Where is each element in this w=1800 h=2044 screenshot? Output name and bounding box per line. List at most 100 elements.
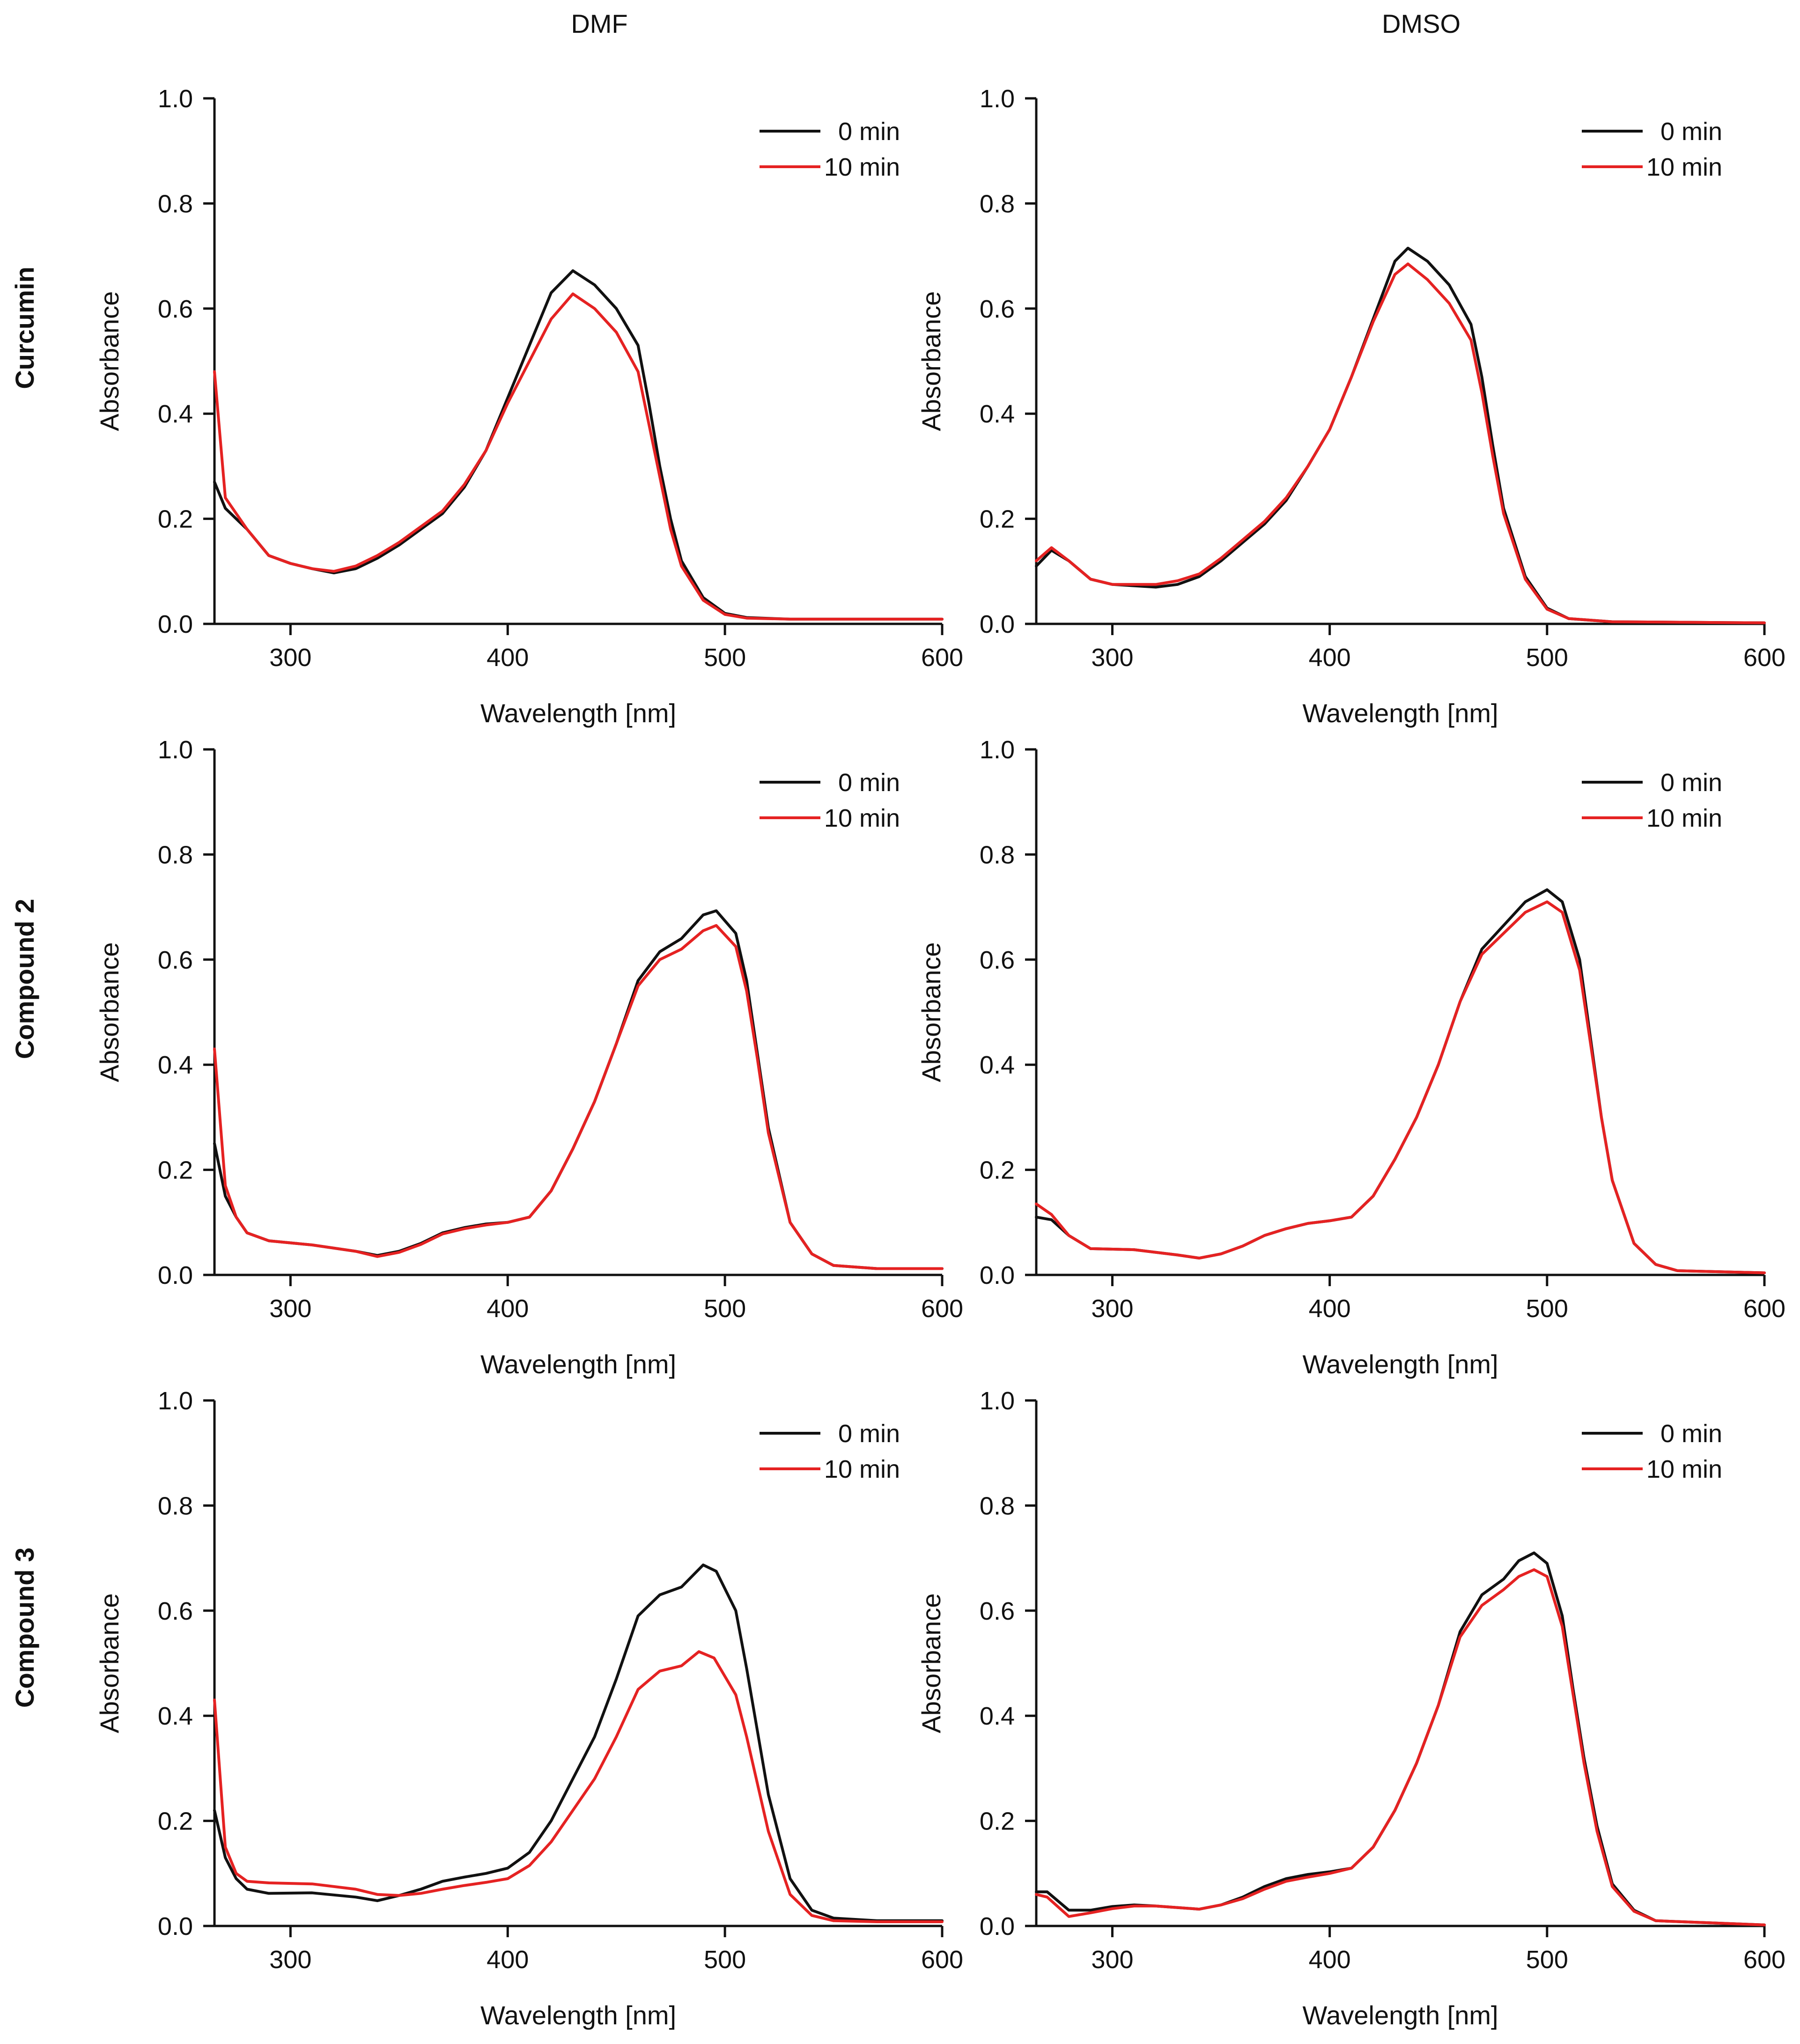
x-axis-label: Wavelength [nm]: [1302, 2000, 1498, 2030]
x-tick-label: 300: [1091, 1946, 1133, 1974]
y-tick-label: 0.8: [980, 1492, 1015, 1520]
y-tick-label: 0.4: [158, 400, 193, 428]
y-tick-label: 1.0: [980, 1387, 1015, 1415]
x-axis-label: Wavelength [nm]: [1302, 1349, 1498, 1379]
x-tick-label: 600: [1743, 1946, 1785, 1974]
x-axis-label: Wavelength [nm]: [480, 1349, 676, 1379]
y-tick-label: 0.0: [158, 1261, 193, 1289]
y-axis-label: Absorbance: [916, 1593, 946, 1733]
legend-label: 10 min: [824, 1455, 900, 1483]
y-axis-label: Absorbance: [916, 291, 946, 431]
x-tick-label: 300: [1091, 1295, 1133, 1323]
panel-curcumin-dmso: 0.0 0.2 0.4 0.6 0.8 1.0 300 400 500 600 Wavelength…: [916, 85, 1785, 728]
panels: 0.0 0.2 0.4 0.6 0.8 1.0 300 400 500 600 Wavelength…: [95, 85, 1785, 2030]
legend-label: 10 min: [1646, 1455, 1722, 1483]
column-title-dmf: DMF: [571, 9, 627, 38]
panel-compound-2-dmf: 0.0 0.2 0.4 0.6 0.8 1.0 300 400 500 600 Wavelength…: [95, 736, 963, 1379]
x-axis-label: Wavelength [nm]: [480, 698, 676, 728]
legend-label: 0 min: [838, 1420, 900, 1448]
y-tick-label: 1.0: [158, 736, 193, 764]
y-axis-label: Absorbance: [95, 291, 124, 431]
series-line-10-min: [213, 1650, 944, 1923]
x-tick-label: 400: [1309, 644, 1351, 672]
y-tick-label: 0.8: [980, 190, 1015, 218]
legend-label: 0 min: [1660, 1420, 1722, 1448]
x-tick-label: 600: [921, 1295, 963, 1323]
y-axis-label: Absorbance: [916, 942, 946, 1082]
y-tick-label: 0.0: [980, 610, 1015, 638]
y-tick-label: 0.6: [158, 1597, 193, 1625]
y-tick-label: 0.0: [158, 1912, 193, 1940]
series-line-10-min: [213, 292, 944, 621]
x-tick-label: 500: [704, 1295, 746, 1323]
legend-label: 0 min: [838, 769, 900, 797]
y-tick-label: 1.0: [980, 736, 1015, 764]
x-tick-label: 300: [1091, 644, 1133, 672]
x-tick-label: 600: [921, 1946, 963, 1974]
x-axis-label: Wavelength [nm]: [1302, 698, 1498, 728]
x-tick-label: 400: [487, 1295, 529, 1323]
y-tick-label: 1.0: [158, 85, 193, 113]
y-axis-label: Absorbance: [95, 1593, 124, 1733]
x-tick-label: 300: [269, 1295, 311, 1323]
y-tick-label: 0.2: [158, 505, 193, 533]
y-tick-label: 0.2: [158, 1807, 193, 1836]
y-tick-label: 0.6: [980, 295, 1015, 323]
x-axis-label: Wavelength [nm]: [480, 2000, 676, 2030]
series-line-10-min: [1035, 1568, 1766, 1926]
x-tick-label: 400: [487, 644, 529, 672]
y-tick-label: 0.8: [158, 841, 193, 869]
x-tick-label: 300: [269, 1946, 311, 1974]
y-tick-label: 0.6: [158, 946, 193, 974]
x-tick-label: 600: [1743, 644, 1785, 672]
y-tick-label: 0.0: [980, 1261, 1015, 1289]
y-tick-label: 0.4: [980, 1702, 1015, 1730]
x-tick-label: 600: [921, 644, 963, 672]
y-tick-label: 0.8: [158, 1492, 193, 1520]
y-tick-label: 0.4: [980, 400, 1015, 428]
series-line-10-min: [213, 924, 944, 1270]
y-tick-label: 0.8: [158, 190, 193, 218]
x-tick-label: 400: [487, 1946, 529, 1974]
series-line-10-min: [1035, 262, 1766, 624]
legend-label: 10 min: [1646, 804, 1722, 832]
x-tick-label: 600: [1743, 1295, 1785, 1323]
series-line-0-min: [1035, 246, 1766, 624]
panel-compound-2-dmso: 0.0 0.2 0.4 0.6 0.8 1.0 300 400 500 600 Wavelength…: [916, 736, 1785, 1379]
column-title-dmso: DMSO: [1382, 9, 1461, 38]
x-tick-label: 400: [1309, 1946, 1351, 1974]
y-tick-label: 1.0: [980, 85, 1015, 113]
y-tick-label: 1.0: [158, 1387, 193, 1415]
series-line-0-min: [213, 1563, 944, 1922]
row-title-compound-3: Compound 3: [10, 1548, 39, 1708]
y-tick-label: 0.4: [158, 1702, 193, 1730]
legend-label: 10 min: [1646, 153, 1722, 181]
y-tick-label: 0.6: [980, 946, 1015, 974]
x-tick-label: 500: [1526, 1946, 1568, 1974]
panel-curcumin-dmf: 0.0 0.2 0.4 0.6 0.8 1.0 300 400 500 600 Wavelength…: [95, 85, 963, 728]
series-line-0-min: [1035, 888, 1766, 1274]
y-tick-label: 0.0: [980, 1912, 1015, 1940]
panel-compound-3-dmf: 0.0 0.2 0.4 0.6 0.8 1.0 300 400 500 600 Wavelength…: [95, 1387, 963, 2030]
y-tick-label: 0.6: [158, 295, 193, 323]
y-tick-label: 0.2: [158, 1156, 193, 1185]
y-tick-label: 0.4: [980, 1051, 1015, 1079]
legend-label: 0 min: [1660, 118, 1722, 146]
x-tick-label: 300: [269, 644, 311, 672]
y-tick-label: 0.2: [980, 505, 1015, 533]
series-line-10-min: [1035, 900, 1766, 1274]
y-tick-label: 0.6: [980, 1597, 1015, 1625]
y-axis-label: Absorbance: [95, 942, 124, 1082]
series-line-0-min: [1035, 1551, 1766, 1926]
row-title-curcumin: Curcumin: [10, 267, 39, 389]
x-tick-label: 500: [704, 644, 746, 672]
x-tick-label: 400: [1309, 1295, 1351, 1323]
y-tick-label: 0.2: [980, 1156, 1015, 1185]
x-tick-label: 500: [1526, 1295, 1568, 1323]
legend-label: 10 min: [824, 804, 900, 832]
y-tick-label: 0.4: [158, 1051, 193, 1079]
y-tick-label: 0.8: [980, 841, 1015, 869]
series-line-0-min: [213, 909, 944, 1270]
x-tick-label: 500: [1526, 644, 1568, 672]
